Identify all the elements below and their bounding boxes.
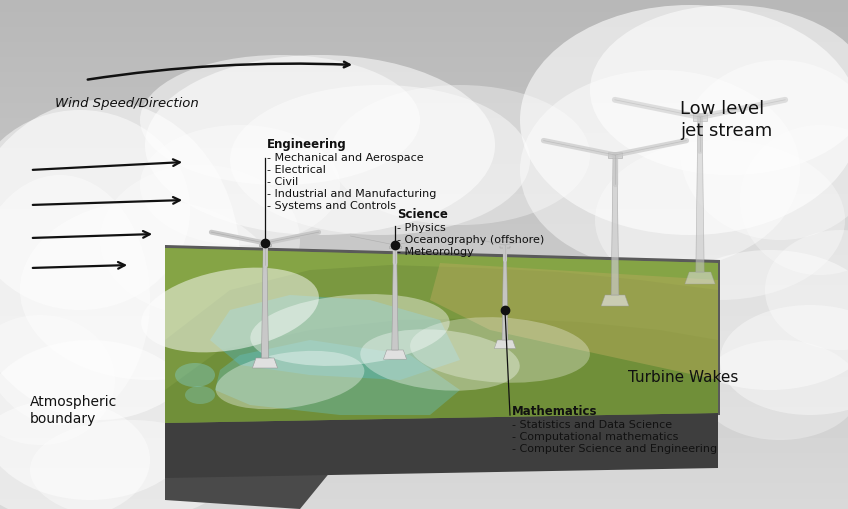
Ellipse shape	[680, 60, 848, 240]
Text: - Oceanography (offshore): - Oceanography (offshore)	[397, 235, 544, 245]
Polygon shape	[696, 117, 704, 272]
Text: - Computer Science and Engineering: - Computer Science and Engineering	[512, 444, 717, 454]
Polygon shape	[165, 248, 718, 423]
Polygon shape	[383, 350, 406, 359]
Ellipse shape	[141, 268, 319, 352]
Polygon shape	[494, 340, 516, 349]
Ellipse shape	[175, 363, 215, 387]
Ellipse shape	[100, 165, 300, 315]
Text: - Meteorology: - Meteorology	[397, 247, 474, 257]
Polygon shape	[165, 245, 720, 425]
Ellipse shape	[20, 200, 280, 380]
Ellipse shape	[595, 140, 845, 300]
Polygon shape	[253, 358, 277, 368]
Text: Engineering: Engineering	[267, 138, 347, 151]
Ellipse shape	[590, 5, 848, 175]
Ellipse shape	[720, 305, 848, 415]
Polygon shape	[215, 340, 460, 415]
Bar	[259, 240, 271, 246]
Ellipse shape	[0, 100, 240, 420]
Polygon shape	[165, 425, 340, 509]
Ellipse shape	[0, 340, 200, 500]
Ellipse shape	[330, 85, 590, 225]
Polygon shape	[210, 295, 460, 380]
Ellipse shape	[230, 85, 530, 235]
Text: Atmospheric
boundary: Atmospheric boundary	[30, 395, 117, 427]
Ellipse shape	[140, 125, 340, 245]
Ellipse shape	[0, 110, 190, 310]
Text: - Mechanical and Aerospace: - Mechanical and Aerospace	[267, 153, 424, 163]
Ellipse shape	[660, 250, 848, 390]
Text: - Electrical: - Electrical	[267, 165, 326, 175]
Text: - Physics: - Physics	[397, 223, 446, 233]
Text: Science: Science	[397, 208, 448, 221]
Ellipse shape	[360, 329, 520, 391]
Polygon shape	[165, 318, 718, 423]
Polygon shape	[502, 245, 508, 340]
Text: - Systems and Controls: - Systems and Controls	[267, 201, 396, 211]
Ellipse shape	[410, 317, 590, 383]
Ellipse shape	[185, 386, 215, 404]
Polygon shape	[430, 263, 718, 380]
Polygon shape	[165, 413, 718, 478]
Text: Low level
jet stream: Low level jet stream	[680, 100, 773, 140]
Bar	[693, 114, 707, 121]
Text: Mathematics: Mathematics	[512, 405, 598, 418]
Bar	[389, 242, 400, 248]
Ellipse shape	[0, 175, 150, 425]
Ellipse shape	[215, 351, 365, 409]
Bar	[500, 242, 510, 247]
Ellipse shape	[700, 340, 848, 440]
Ellipse shape	[520, 5, 848, 235]
Ellipse shape	[250, 294, 449, 366]
Ellipse shape	[30, 420, 230, 509]
Polygon shape	[685, 272, 715, 284]
Text: Turbine Wakes: Turbine Wakes	[628, 370, 739, 385]
Text: - Statistics and Data Science: - Statistics and Data Science	[512, 420, 672, 430]
Polygon shape	[601, 295, 629, 306]
Ellipse shape	[145, 55, 495, 235]
Polygon shape	[611, 155, 619, 295]
Text: - Civil: - Civil	[267, 177, 298, 187]
Bar	[608, 152, 622, 158]
Text: - Industrial and Manufacturing: - Industrial and Manufacturing	[267, 189, 437, 199]
Polygon shape	[261, 243, 269, 358]
Ellipse shape	[140, 55, 420, 185]
Ellipse shape	[520, 70, 800, 270]
Text: Wind Speed/Direction: Wind Speed/Direction	[55, 97, 198, 110]
Ellipse shape	[765, 230, 848, 350]
Polygon shape	[392, 245, 399, 350]
Ellipse shape	[0, 315, 115, 445]
Text: - Computational mathematics: - Computational mathematics	[512, 432, 678, 442]
Ellipse shape	[0, 400, 150, 509]
Polygon shape	[165, 248, 718, 340]
Ellipse shape	[740, 125, 848, 275]
